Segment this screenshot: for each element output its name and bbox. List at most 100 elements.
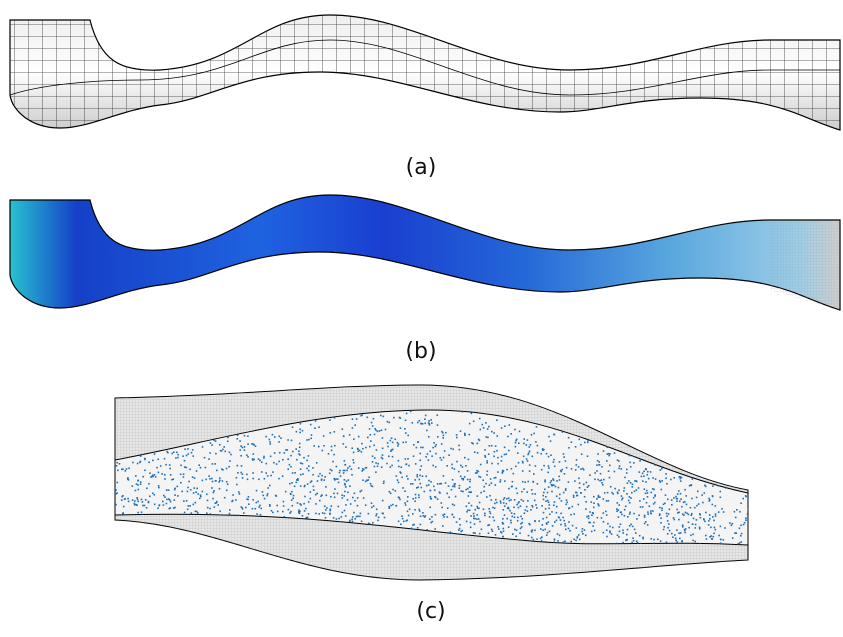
particle <box>548 521 550 523</box>
particle <box>602 429 604 431</box>
particle <box>115 489 117 491</box>
particle <box>117 470 119 472</box>
particle <box>717 460 719 462</box>
particle <box>549 504 551 506</box>
particle <box>621 495 623 497</box>
particle <box>709 465 711 467</box>
particle <box>719 474 721 476</box>
particle <box>720 542 722 544</box>
particle <box>463 478 465 480</box>
particle <box>626 469 628 471</box>
particle <box>306 439 308 441</box>
particle <box>488 508 490 510</box>
particle <box>291 482 293 484</box>
particle <box>142 505 144 507</box>
particle <box>656 415 658 417</box>
particle <box>302 463 304 465</box>
particle <box>529 470 531 472</box>
particle <box>154 474 156 476</box>
particle <box>678 519 680 521</box>
particle <box>541 469 543 471</box>
particle <box>571 441 573 443</box>
particle <box>443 457 445 459</box>
particle <box>177 454 179 456</box>
particle <box>653 497 655 499</box>
particle <box>323 435 325 437</box>
particle <box>454 468 456 470</box>
particle <box>691 514 693 516</box>
particle <box>739 447 741 449</box>
particle <box>141 511 143 513</box>
particle <box>397 479 399 481</box>
particle <box>218 481 220 483</box>
particle <box>428 436 430 438</box>
particle <box>460 476 462 478</box>
particle <box>580 468 582 470</box>
particle <box>330 509 332 511</box>
particle <box>647 496 649 498</box>
particle <box>229 509 231 511</box>
particle <box>278 478 280 480</box>
particle <box>473 513 475 515</box>
particle <box>274 436 276 438</box>
particle <box>270 443 272 445</box>
particle <box>746 452 748 454</box>
particle <box>450 531 452 533</box>
particle <box>180 465 182 467</box>
particle <box>495 499 497 501</box>
particle <box>188 505 190 507</box>
particle <box>744 458 746 460</box>
particle <box>473 515 475 517</box>
particle <box>618 536 620 538</box>
particle <box>391 465 393 467</box>
particle <box>373 505 375 507</box>
particle <box>248 496 250 498</box>
particle <box>666 515 668 517</box>
particle <box>740 452 742 454</box>
particle <box>278 461 280 463</box>
particle <box>279 452 281 454</box>
particle <box>559 498 561 500</box>
particle <box>740 535 742 537</box>
particle <box>582 533 584 535</box>
particle <box>275 495 277 497</box>
particle <box>645 521 647 523</box>
particle <box>304 486 306 488</box>
particle <box>593 502 595 504</box>
particle <box>478 439 480 441</box>
particle <box>357 505 359 507</box>
particle <box>362 468 364 470</box>
particle <box>151 550 153 552</box>
particle <box>550 440 552 442</box>
particle <box>527 460 529 462</box>
particle <box>347 467 349 469</box>
particle <box>702 447 704 449</box>
particle <box>531 505 533 507</box>
particle <box>678 462 680 464</box>
particle <box>459 487 461 489</box>
particle <box>409 508 411 510</box>
particle <box>486 496 488 498</box>
particle <box>339 470 341 472</box>
particle <box>448 485 450 487</box>
particle <box>573 495 575 497</box>
particle <box>273 462 275 464</box>
particle <box>404 502 406 504</box>
particle <box>195 491 197 493</box>
particle <box>138 531 140 533</box>
particle <box>558 516 560 518</box>
particle <box>617 424 619 426</box>
particle <box>720 457 722 459</box>
particle <box>266 495 268 497</box>
particle <box>483 427 485 429</box>
particle <box>547 492 549 494</box>
particle <box>296 482 298 484</box>
particle <box>486 436 488 438</box>
particle <box>332 461 334 463</box>
particle <box>482 424 484 426</box>
particle <box>677 437 679 439</box>
particle <box>725 475 727 477</box>
particle <box>551 480 553 482</box>
particle <box>490 478 492 480</box>
particle <box>617 459 619 461</box>
